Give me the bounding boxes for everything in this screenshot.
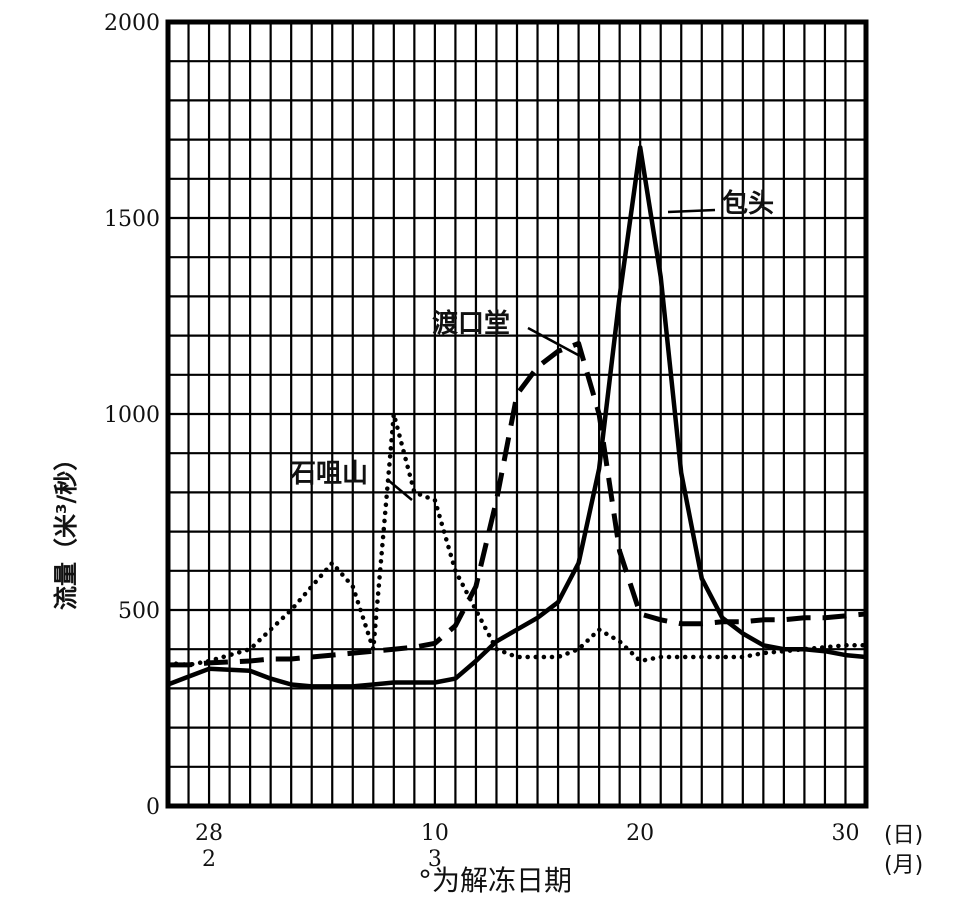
series-label-leader (667, 208, 716, 214)
series-lines (165, 145, 869, 689)
y-tick-label: 1000 (104, 403, 160, 428)
series-label-leader (387, 479, 413, 501)
x-tick-day-label: 30 (831, 821, 859, 846)
x-axis-label: °为解冻日期 (418, 864, 572, 897)
y-tick-label: 500 (118, 599, 160, 624)
x-tick-labels: 282 103 20 30 (195, 821, 859, 872)
y-tick-label: 1500 (104, 207, 160, 232)
x-tick-day-label: 10 (421, 821, 449, 846)
series-label: 包头 (722, 188, 774, 219)
series-line-dotted (165, 411, 869, 668)
day-unit-label: (日) (884, 823, 923, 848)
plot-frame (165, 19, 869, 809)
series-line-dashed (168, 340, 867, 668)
x-tick-day-label: 20 (626, 821, 654, 846)
x-tick-month-label: 2 (202, 847, 216, 872)
x-tick-month-label: 3 (428, 847, 442, 872)
series-label-leader (527, 326, 581, 358)
series-label: 渡口堂 (432, 308, 510, 339)
y-tick-labels: 0 500 1000 1500 2000 (104, 11, 160, 820)
grid (166, 20, 868, 808)
x-tick-day-label: 28 (195, 821, 223, 846)
series-line-solid (167, 145, 867, 689)
y-tick-label: 2000 (104, 11, 160, 36)
series-label: 石咀山 (289, 459, 368, 489)
y-axis-label: 流量（米³/秒） (52, 447, 80, 610)
month-unit-label: (月) (884, 853, 923, 878)
y-tick-label: 0 (146, 795, 160, 820)
